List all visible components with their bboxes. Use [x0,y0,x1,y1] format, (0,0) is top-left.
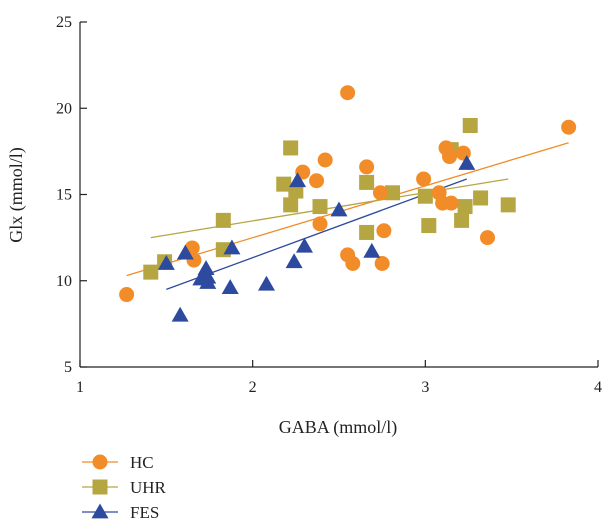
hc-point [340,85,356,101]
x-axis-title: GABA (mmol/l) [279,417,398,438]
hc-point [442,149,458,165]
uhr-point [462,118,478,133]
fes-point [285,253,303,269]
legend-label-fes: FES [130,503,159,522]
fes-point [363,242,381,258]
uhr-point [288,183,304,199]
y-tick-label: 25 [56,14,72,31]
hc-point [359,159,375,175]
fes-point [289,172,307,188]
trendlines [126,142,569,290]
y-tick-label: 15 [56,187,72,204]
fes-point [221,279,239,295]
fes-point [176,244,194,260]
hc-point [309,173,325,189]
fes-point [223,239,241,255]
uhr-point [276,176,292,192]
x-tick-label: 2 [249,379,257,396]
hc-point [312,216,328,232]
uhr-point [457,199,473,215]
x-tick-label: 1 [76,379,84,396]
hc-point [345,256,361,271]
fes-point [199,268,217,284]
uhr-point [215,212,231,228]
legend-label-hc: HC [130,453,154,472]
uhr-point [454,212,470,228]
legend-marker-fes [91,503,109,519]
fes-point [458,154,476,170]
fes-point [257,275,275,291]
legend-marker-hc [92,454,108,470]
uhr-point [359,174,375,190]
fes-point [197,260,215,276]
uhr-point [283,140,299,156]
fes-trendline [166,178,467,290]
axes: 5 10 15 20 25 1 2 3 4 [56,14,602,396]
hc-point [561,119,577,135]
y-tick-label: 10 [56,273,72,290]
uhr-point [385,185,401,201]
uhr-point [500,197,516,213]
hc-point [376,223,392,239]
uhr-point [143,264,159,280]
legend-label-uhr: UHR [130,478,167,497]
uhr-point [417,188,433,204]
hc-trendline [126,142,569,277]
uhr-point [359,224,375,240]
uhr-point [283,197,299,213]
y-tick-label: 20 [56,100,72,117]
hc-point [416,171,432,187]
uhr-point [473,190,489,206]
hc-point [374,256,390,271]
hc-point [119,287,135,303]
fes-point [171,306,189,322]
uhr-point [312,199,328,215]
y-axis-title: Glx (mmol/l) [6,147,27,243]
legend: HC UHR FES [82,453,167,522]
fes-point [295,237,313,253]
fes-point [330,201,348,217]
hc-point [317,152,333,168]
hc-point [479,230,495,246]
hc-point [372,185,388,201]
hc-point [443,195,459,211]
x-tick-label: 3 [421,379,429,396]
data-points [119,85,577,322]
uhr-point [421,218,437,234]
uhr-trendline [150,178,509,239]
legend-marker-uhr [92,479,108,495]
y-tick-label: 5 [64,359,72,376]
x-tick-label: 4 [594,379,602,396]
fes-point [157,255,175,270]
